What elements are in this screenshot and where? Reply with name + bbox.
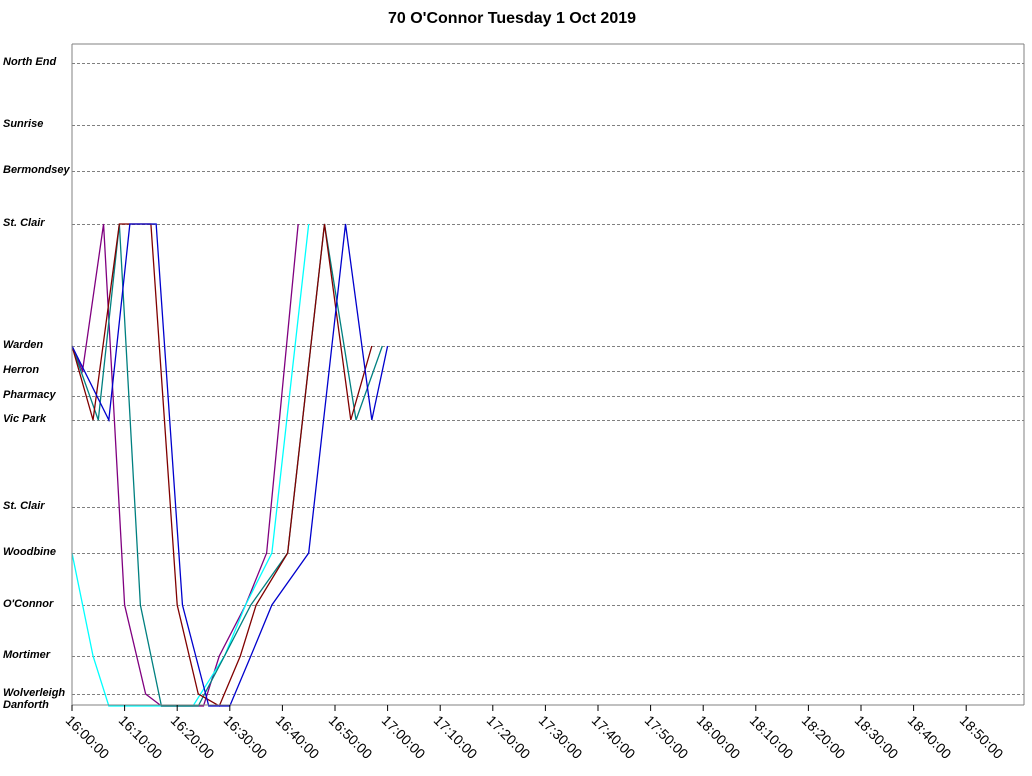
y-tick-label: Herron (3, 364, 40, 376)
y-tick-label: Woodbine (3, 546, 56, 558)
y-tick-label: North End (3, 56, 57, 68)
series-line (71, 223, 383, 707)
chart-title: 70 O'Connor Tuesday 1 Oct 2019 (387, 10, 637, 27)
y-tick-label: Vic Park (3, 413, 47, 425)
y-tick-label: Wolverleigh (3, 687, 66, 699)
y-tick-label: St. Clair (3, 217, 45, 229)
y-tick-label: St. Clair (3, 500, 45, 512)
axes (71, 43, 1025, 706)
y-tick-label: Bermondsey (3, 164, 70, 176)
y-tick-label: O'Connor (3, 598, 54, 610)
series-line (71, 223, 299, 707)
y-tick-label: Pharmacy (3, 389, 56, 401)
y-tick-label: Mortimer (3, 649, 51, 661)
series-lines (71, 223, 389, 707)
grid-lines (72, 63, 1024, 695)
y-tick-label: Danforth (3, 699, 49, 711)
series-line (71, 223, 389, 707)
y-tick-label: Sunrise (3, 118, 44, 130)
x-ticks (71, 705, 967, 711)
y-tick-label: Warden (3, 339, 44, 351)
